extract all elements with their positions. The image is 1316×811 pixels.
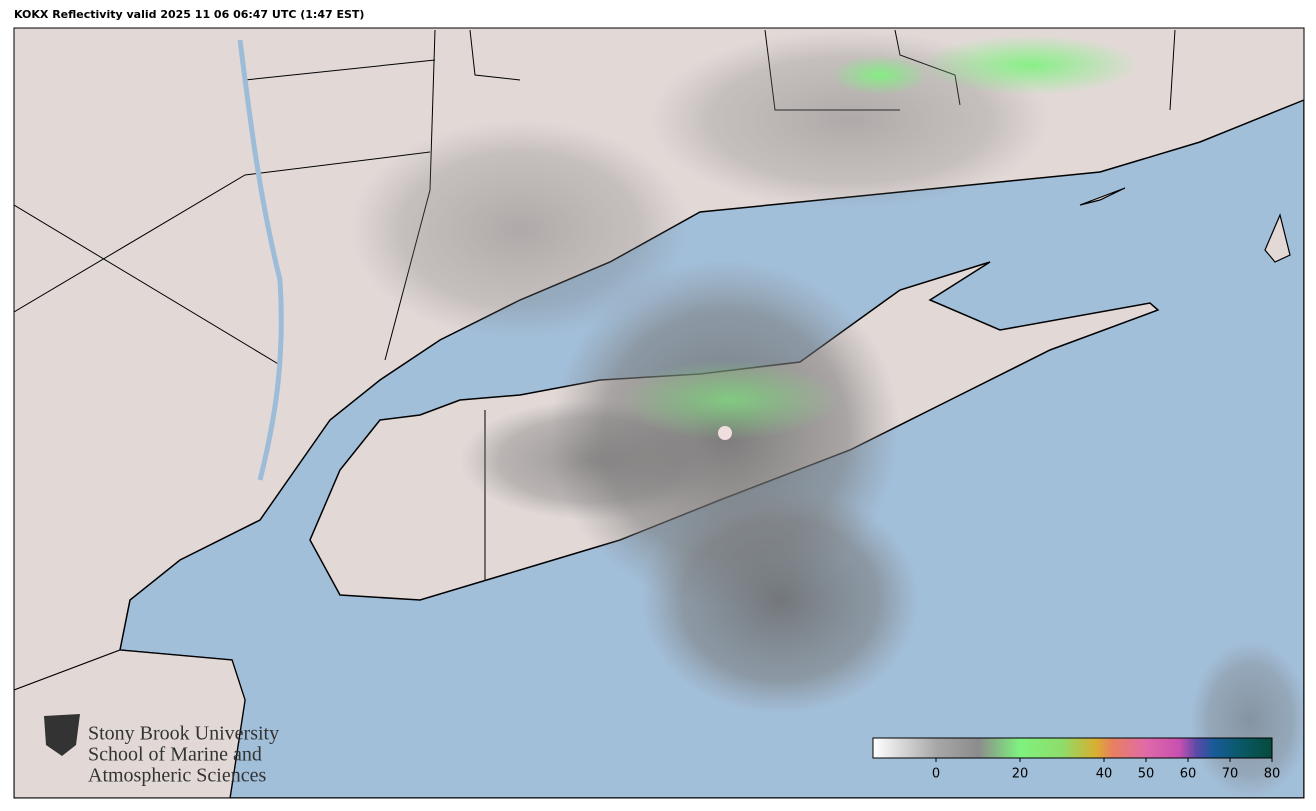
colorbar-tick-label: 0 [932,767,940,782]
map-frame [13,27,1305,799]
radar-echo [1190,640,1304,798]
logo-line: Stony Brook University [88,723,279,745]
radar-echo [460,400,720,520]
map: Stony Brook University School of Marine … [14,28,1304,798]
logo-line: School of Marine and [88,744,262,766]
radar-echo [350,120,690,340]
logo-shield [44,714,80,756]
logo-line: Atmospheric Sciences [88,765,266,787]
radar-echo [830,55,930,95]
radar-echo [620,360,840,440]
title: KOKX Reflectivity valid 2025 11 06 06:47… [14,8,364,21]
colorbar: 0 20 40 50 60 70 80 [872,737,1281,782]
radar-echo [640,485,920,715]
colorbar-tick-label: 70 [1222,767,1239,782]
colorbar-tick-label: 80 [1264,767,1281,782]
colorbar-tick-label: 50 [1138,767,1155,782]
colorbar-tick-label: 40 [1096,767,1113,782]
colorbar-tick-label: 20 [1012,767,1029,782]
colorbar-tick-label: 60 [1180,767,1197,782]
hudson-river [237,39,284,481]
colorbar-fill [872,737,1273,759]
islands [1079,187,1291,263]
new-jersey [14,649,246,798]
radar-site [718,426,732,440]
radar-echo [920,35,1140,95]
